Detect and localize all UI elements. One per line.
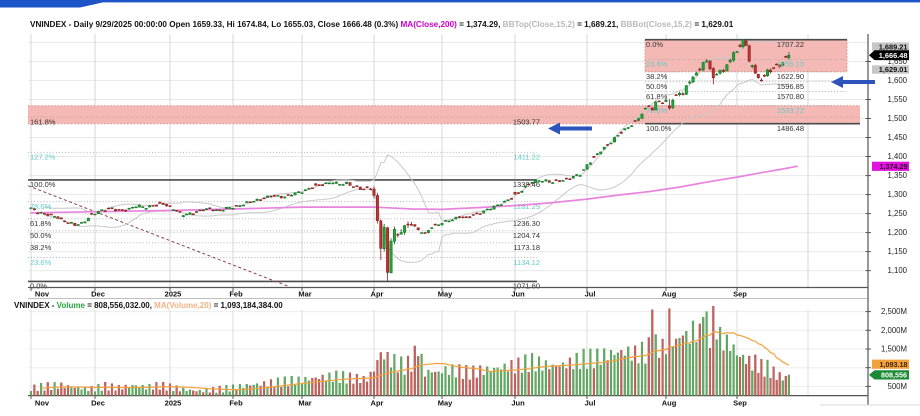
svg-text:Feb: Feb (229, 399, 243, 408)
svg-text:1,629.01: 1,629.01 (879, 65, 908, 74)
svg-text:1707.22: 1707.22 (777, 40, 804, 49)
svg-text:2,000M: 2,000M (881, 326, 907, 335)
svg-text:100.0%: 100.0% (30, 180, 56, 189)
svg-text:0.0%: 0.0% (646, 40, 663, 49)
svg-text:2025: 2025 (165, 399, 182, 408)
svg-text:May: May (438, 399, 453, 408)
svg-text:1071.60: 1071.60 (513, 282, 540, 291)
svg-text:Dec: Dec (91, 399, 105, 408)
svg-text:1134.12: 1134.12 (513, 258, 540, 267)
svg-text:1622.90: 1622.90 (777, 72, 804, 81)
svg-text:1173.18: 1173.18 (513, 243, 540, 252)
svg-text:1204.74: 1204.74 (513, 231, 540, 240)
svg-text:1596.85: 1596.85 (777, 82, 804, 91)
svg-text:78.6%: 78.6% (646, 106, 668, 115)
svg-text:0.0%: 0.0% (30, 282, 47, 291)
svg-text:50.0%: 50.0% (30, 231, 52, 240)
svg-text:Apr: Apr (371, 399, 384, 408)
svg-text:Aug: Aug (662, 399, 677, 408)
svg-text:1533.72: 1533.72 (777, 106, 804, 115)
svg-text:1,374.29: 1,374.29 (880, 162, 908, 171)
svg-text:808,556: 808,556 (881, 371, 907, 380)
svg-text:50.0%: 50.0% (646, 82, 668, 91)
svg-text:1486.48: 1486.48 (777, 124, 804, 133)
svg-text:Jul: Jul (585, 290, 596, 299)
svg-text:1,300: 1,300 (887, 190, 907, 199)
svg-text:Sep: Sep (733, 290, 747, 299)
svg-text:1338.46: 1338.46 (513, 180, 540, 189)
svg-text:Nov: Nov (35, 399, 50, 408)
svg-text:100.0%: 100.0% (646, 124, 672, 133)
svg-text:38.2%: 38.2% (30, 243, 52, 252)
svg-text:Aug: Aug (662, 290, 677, 299)
svg-text:1,450: 1,450 (887, 133, 907, 142)
svg-text:1,200: 1,200 (887, 228, 907, 237)
svg-text:23.6%: 23.6% (646, 60, 668, 69)
svg-text:1,666.48: 1,666.48 (879, 51, 908, 60)
svg-text:61.8%: 61.8% (646, 92, 668, 101)
svg-text:1,500M: 1,500M (881, 345, 907, 354)
svg-text:1655.13: 1655.13 (777, 60, 804, 69)
svg-text:1,650: 1,650 (887, 57, 907, 66)
svg-text:2,500M: 2,500M (881, 307, 907, 316)
svg-text:23.6%: 23.6% (30, 258, 52, 267)
svg-text:1,093.18: 1,093.18 (880, 360, 908, 369)
svg-text:500M: 500M (887, 382, 907, 391)
svg-text:1,250: 1,250 (887, 209, 907, 218)
svg-text:61.8%: 61.8% (30, 219, 52, 228)
svg-text:Jul: Jul (585, 399, 596, 408)
svg-text:Apr: Apr (371, 290, 384, 299)
svg-text:38.2%: 38.2% (646, 72, 668, 81)
svg-text:1236.30: 1236.30 (513, 219, 540, 228)
svg-text:Dec: Dec (91, 290, 105, 299)
svg-text:1,400: 1,400 (887, 152, 907, 161)
svg-text:1503.77: 1503.77 (513, 117, 540, 126)
svg-text:Nov: Nov (35, 290, 50, 299)
svg-text:1,689.21: 1,689.21 (879, 42, 908, 51)
svg-text:78.6%: 78.6% (30, 202, 52, 211)
svg-text:127.2%: 127.2% (30, 153, 56, 162)
svg-text:Feb: Feb (229, 290, 243, 299)
svg-text:1,100: 1,100 (887, 266, 907, 275)
svg-text:1,550: 1,550 (887, 95, 907, 104)
svg-text:161.8%: 161.8% (30, 117, 56, 126)
svg-text:May: May (438, 290, 453, 299)
svg-text:1411.22: 1411.22 (513, 153, 540, 162)
svg-text:Jun: Jun (511, 290, 525, 299)
svg-text:1570.80: 1570.80 (777, 92, 804, 101)
svg-text:1,500: 1,500 (887, 114, 907, 123)
svg-text:VNINDEX - Volume = 808,556,032: VNINDEX - Volume = 808,556,032.00, MA(Vo… (14, 301, 283, 310)
svg-text:Sep: Sep (733, 399, 747, 408)
svg-text:1,350: 1,350 (887, 171, 907, 180)
svg-text:VNINDEX - Daily 9/29/2025 00:0: VNINDEX - Daily 9/29/2025 00:00:00 Open … (30, 20, 734, 29)
svg-text:1281.29: 1281.29 (513, 202, 540, 211)
svg-text:1,150: 1,150 (887, 247, 907, 256)
svg-text:Mar: Mar (298, 399, 311, 408)
svg-text:Jun: Jun (511, 399, 525, 408)
svg-text:2025: 2025 (165, 290, 182, 299)
svg-text:Mar: Mar (298, 290, 311, 299)
svg-text:1,600: 1,600 (887, 76, 907, 85)
